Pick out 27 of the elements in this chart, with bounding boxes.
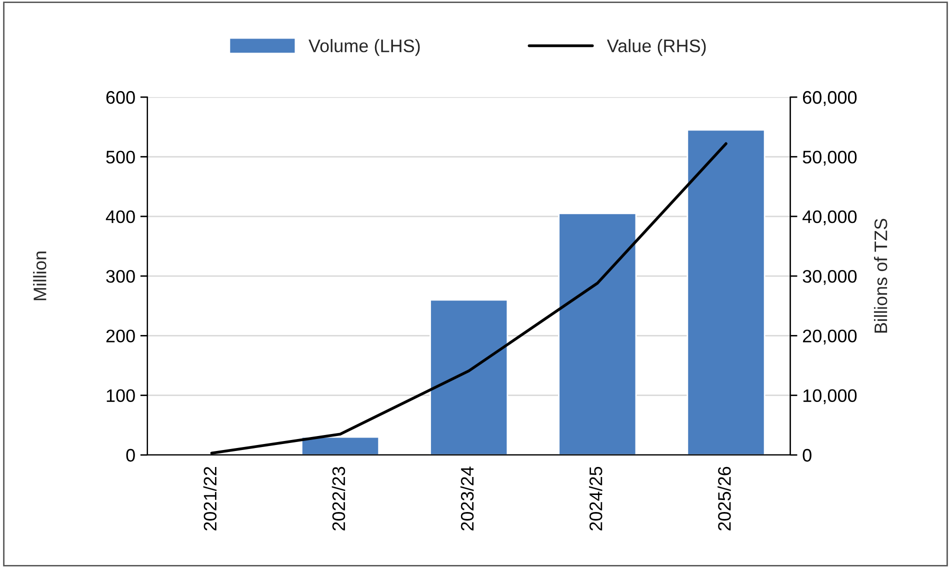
y-tick-label: 100 (106, 389, 135, 402)
x-tick-label: 2022/23 (332, 466, 346, 530)
legend-label: Volume (LHS) (308, 39, 420, 56)
y-tick-label: 500 (106, 150, 135, 164)
y-tick-label: 300 (106, 270, 135, 283)
y2-tick-label: 0 (802, 448, 812, 462)
y-tick-label: 600 (106, 91, 135, 104)
bar (558, 212, 637, 455)
y2-tick-label: 60,000 (803, 91, 857, 106)
y2-tick-label: 10,000 (803, 389, 857, 404)
bar (301, 436, 380, 455)
legend-label: Value (RHS) (606, 39, 706, 56)
y-axis-title: Million (33, 252, 46, 300)
y2-axis-title: Billions of TZS (874, 218, 888, 333)
y-tick-label: 0 (126, 448, 135, 462)
x-tick-label: 2021/22 (203, 466, 217, 530)
y2-tick-label: 50,000 (802, 150, 857, 166)
x-tick-label: 2025/26 (718, 466, 731, 530)
y2-tick-label: 20,000 (802, 330, 857, 345)
bar (430, 299, 508, 455)
bar (686, 129, 766, 455)
y2-tick-label: 40,000 (802, 210, 857, 226)
x-tick-label: 2024/25 (589, 466, 602, 530)
y-tick-label: 400 (106, 210, 135, 224)
y-tick-label: 200 (106, 330, 135, 342)
y2-tick-label: 30,000 (802, 270, 857, 285)
x-tick-label: 2023/24 (460, 466, 474, 530)
